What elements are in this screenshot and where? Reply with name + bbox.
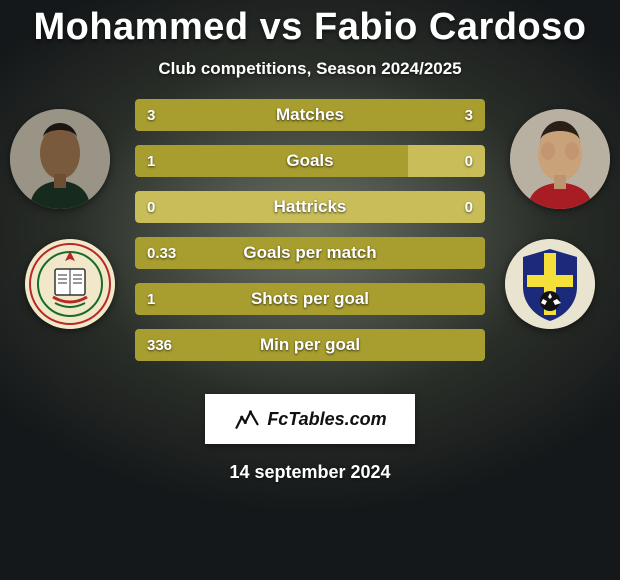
- stat-row: 0.33Goals per match: [135, 237, 485, 269]
- player-right-avatar: [510, 109, 610, 209]
- player-left-avatar-icon: [10, 109, 110, 209]
- stat-label: Shots per goal: [135, 283, 485, 315]
- stat-label: Min per goal: [135, 329, 485, 361]
- brand-logo-icon: [233, 405, 261, 433]
- date-text: 14 september 2024: [0, 462, 620, 483]
- stat-row: 10Goals: [135, 145, 485, 177]
- club-left-badge-icon: [25, 239, 115, 329]
- stat-row: 336Min per goal: [135, 329, 485, 361]
- stat-row: 00Hattricks: [135, 191, 485, 223]
- stat-label: Matches: [135, 99, 485, 131]
- club-right-badge-icon: [505, 239, 595, 329]
- stat-bars: 33Matches 10Goals 00Hattricks 0.33Goals per…: [135, 99, 485, 361]
- stat-label: Goals: [135, 145, 485, 177]
- subtitle: Club competitions, Season 2024/2025: [0, 59, 620, 79]
- club-right-badge: [505, 239, 595, 329]
- club-left-badge: [25, 239, 115, 329]
- player-right-avatar-icon: [510, 109, 610, 209]
- infographic-root: Mohammed vs Fabio Cardoso Club competiti…: [0, 0, 620, 580]
- brand-text: FcTables.com: [267, 409, 386, 430]
- page-title: Mohammed vs Fabio Cardoso: [0, 0, 620, 49]
- brand-badge: FcTables.com: [205, 394, 415, 444]
- stat-row: 33Matches: [135, 99, 485, 131]
- stat-row: 1Shots per goal: [135, 283, 485, 315]
- stat-label: Goals per match: [135, 237, 485, 269]
- stat-label: Hattricks: [135, 191, 485, 223]
- stats-area: 33Matches10Goals00Hattricks0.33Goals per…: [0, 109, 620, 389]
- player-left-avatar: [10, 109, 110, 209]
